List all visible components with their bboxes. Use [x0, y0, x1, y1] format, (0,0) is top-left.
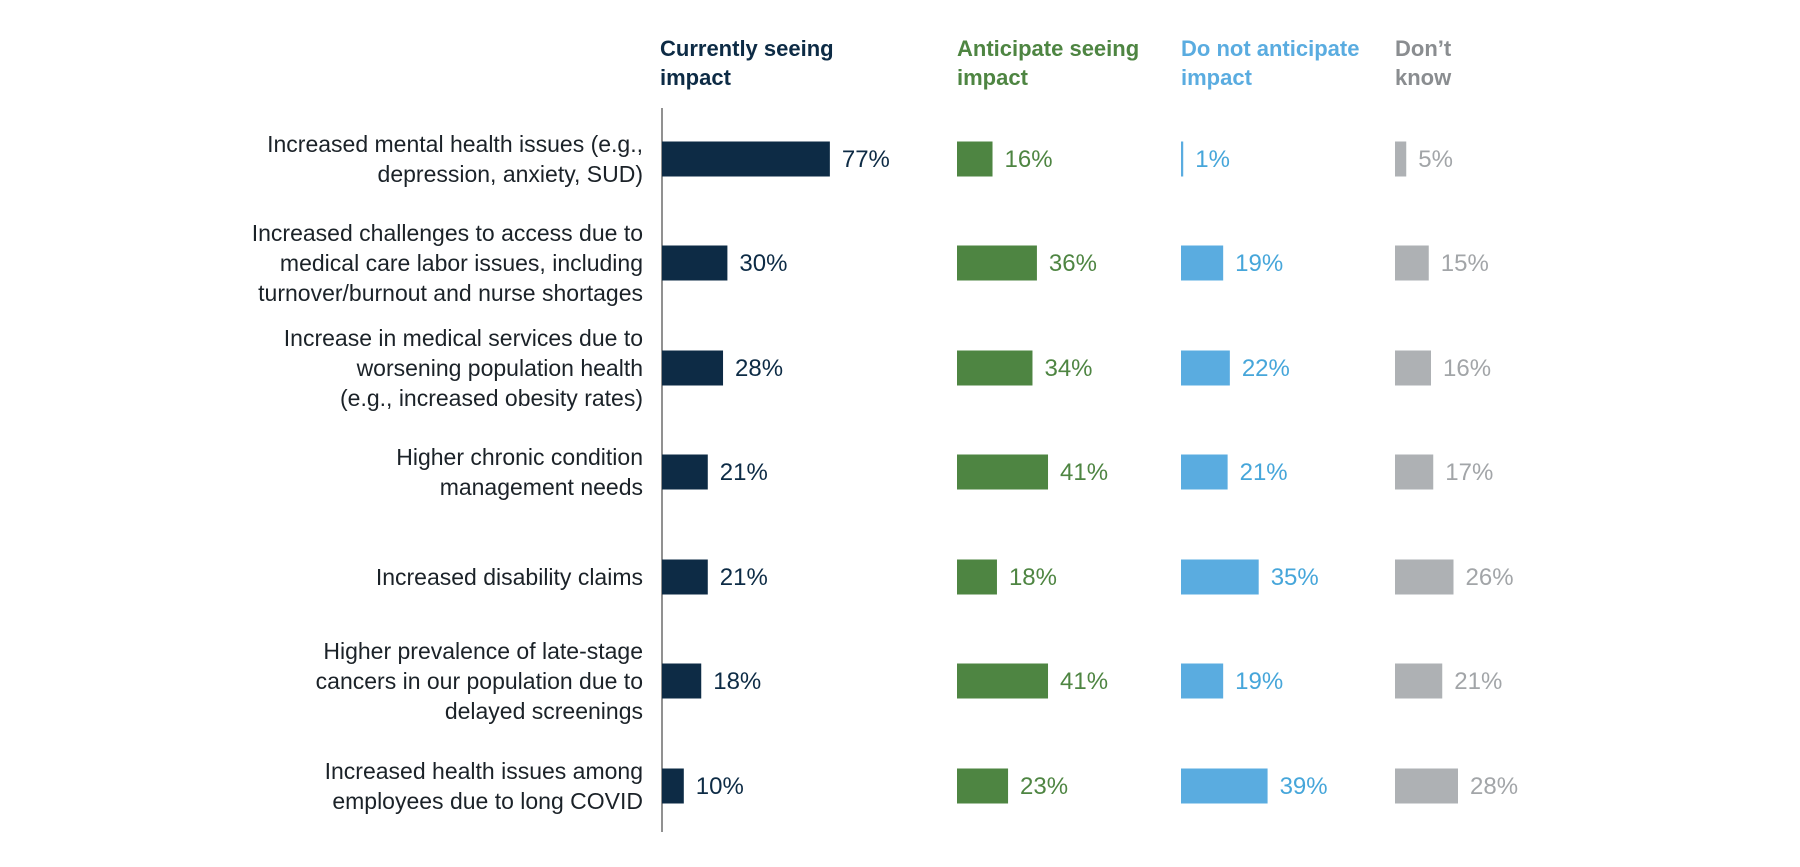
category-label-7-line-1: Increased health issues among	[325, 758, 643, 784]
data-label-do-not-anticipate-impact-row-7: 39%	[1280, 773, 1328, 800]
data-label-don-t-know-row-5: 26%	[1466, 564, 1514, 591]
data-label-don-t-know-row-3: 16%	[1443, 355, 1491, 382]
category-label-2-line-2: medical care labor issues, including	[280, 250, 643, 276]
bar-don-t-know-row-5	[1395, 559, 1454, 595]
data-label-currently-seeing-impact-row-5: 21%	[720, 564, 768, 591]
category-label-6-line-2: cancers in our population due to	[316, 668, 643, 694]
bar-anticipate-seeing-impact-row-6	[957, 663, 1049, 699]
data-label-currently-seeing-impact-row-6: 18%	[713, 668, 761, 695]
data-label-don-t-know-row-7: 28%	[1470, 773, 1518, 800]
data-label-anticipate-seeing-impact-row-4: 41%	[1060, 459, 1108, 486]
bar-currently-seeing-impact-row-7	[662, 768, 684, 804]
data-label-currently-seeing-impact-row-1: 77%	[842, 146, 890, 173]
data-label-anticipate-seeing-impact-row-3: 34%	[1044, 355, 1092, 382]
bar-don-t-know-row-3	[1395, 350, 1431, 386]
bar-don-t-know-row-1	[1395, 141, 1407, 177]
bar-do-not-anticipate-impact-row-3	[1181, 350, 1230, 386]
bar-do-not-anticipate-impact-row-1	[1181, 141, 1184, 177]
category-label-7-line-2: employees due to long COVID	[332, 788, 643, 814]
data-label-don-t-know-row-1: 5%	[1418, 146, 1453, 173]
data-label-anticipate-seeing-impact-row-1: 16%	[1005, 146, 1053, 173]
bar-anticipate-seeing-impact-row-2	[957, 245, 1037, 281]
data-label-currently-seeing-impact-row-2: 30%	[739, 250, 787, 277]
bar-do-not-anticipate-impact-row-2	[1181, 245, 1224, 281]
category-label-3-line-2: worsening population health	[356, 355, 643, 381]
data-label-anticipate-seeing-impact-row-7: 23%	[1020, 773, 1068, 800]
category-label-6-line-3: delayed screenings	[445, 698, 643, 724]
bar-do-not-anticipate-impact-row-7	[1181, 768, 1268, 804]
bar-don-t-know-row-2	[1395, 245, 1429, 281]
category-label-2-line-1: Increased challenges to access due to	[252, 220, 643, 246]
bar-do-not-anticipate-impact-row-4	[1181, 454, 1228, 490]
category-label-1-line-2: depression, anxiety, SUD)	[378, 161, 643, 187]
category-label-2-line-3: turnover/burnout and nurse shortages	[258, 280, 643, 306]
bar-don-t-know-row-7	[1395, 768, 1458, 804]
data-label-don-t-know-row-2: 15%	[1441, 250, 1489, 277]
data-label-anticipate-seeing-impact-row-6: 41%	[1060, 668, 1108, 695]
bar-currently-seeing-impact-row-6	[662, 663, 702, 699]
bar-do-not-anticipate-impact-row-6	[1181, 663, 1224, 699]
data-label-do-not-anticipate-impact-row-6: 19%	[1235, 668, 1283, 695]
bar-don-t-know-row-6	[1395, 663, 1443, 699]
bar-currently-seeing-impact-row-5	[662, 559, 708, 595]
series-header-don-t-know-line-1: Don’t	[1395, 36, 1452, 61]
bar-anticipate-seeing-impact-row-3	[957, 350, 1033, 386]
data-label-do-not-anticipate-impact-row-2: 19%	[1235, 250, 1283, 277]
data-label-do-not-anticipate-impact-row-1: 1%	[1195, 146, 1230, 173]
data-label-don-t-know-row-4: 17%	[1445, 459, 1493, 486]
series-header-currently-seeing-impact-line-1: Currently seeing	[660, 36, 834, 61]
category-label-4-line-2: management needs	[440, 474, 643, 500]
series-header-currently-seeing-impact-line-2: impact	[660, 65, 732, 90]
data-label-currently-seeing-impact-row-3: 28%	[735, 355, 783, 382]
data-label-do-not-anticipate-impact-row-4: 21%	[1240, 459, 1288, 486]
category-label-1-line-1: Increased mental health issues (e.g.,	[267, 131, 643, 157]
data-label-do-not-anticipate-impact-row-5: 35%	[1271, 564, 1319, 591]
category-label-6-line-1: Higher prevalence of late-stage	[323, 638, 643, 664]
category-label-5-line-1: Increased disability claims	[376, 564, 643, 590]
data-label-currently-seeing-impact-row-4: 21%	[720, 459, 768, 486]
bar-anticipate-seeing-impact-row-7	[957, 768, 1009, 804]
bar-currently-seeing-impact-row-2	[662, 245, 728, 281]
series-header-don-t-know-line-2: know	[1395, 65, 1452, 90]
bar-do-not-anticipate-impact-row-5	[1181, 559, 1259, 595]
bar-currently-seeing-impact-row-3	[662, 350, 724, 386]
series-header-anticipate-seeing-impact-line-1: Anticipate seeing	[957, 36, 1139, 61]
bar-anticipate-seeing-impact-row-1	[957, 141, 993, 177]
bar-currently-seeing-impact-row-4	[662, 454, 708, 490]
series-header-do-not-anticipate-impact-line-2: impact	[1181, 65, 1253, 90]
category-label-4-line-1: Higher chronic condition	[396, 444, 643, 470]
category-label-3-line-3: (e.g., increased obesity rates)	[340, 385, 643, 411]
category-label-3-line-1: Increase in medical services due to	[284, 325, 643, 351]
data-label-do-not-anticipate-impact-row-3: 22%	[1242, 355, 1290, 382]
data-label-don-t-know-row-6: 21%	[1454, 668, 1502, 695]
bar-don-t-know-row-4	[1395, 454, 1434, 490]
bar-currently-seeing-impact-row-1	[662, 141, 830, 177]
series-header-anticipate-seeing-impact-line-2: impact	[957, 65, 1029, 90]
bar-anticipate-seeing-impact-row-4	[957, 454, 1049, 490]
bar-anticipate-seeing-impact-row-5	[957, 559, 997, 595]
data-label-currently-seeing-impact-row-7: 10%	[696, 773, 744, 800]
series-header-do-not-anticipate-impact-line-1: Do not anticipate	[1181, 36, 1359, 61]
data-label-anticipate-seeing-impact-row-2: 36%	[1049, 250, 1097, 277]
data-label-anticipate-seeing-impact-row-5: 18%	[1009, 564, 1057, 591]
